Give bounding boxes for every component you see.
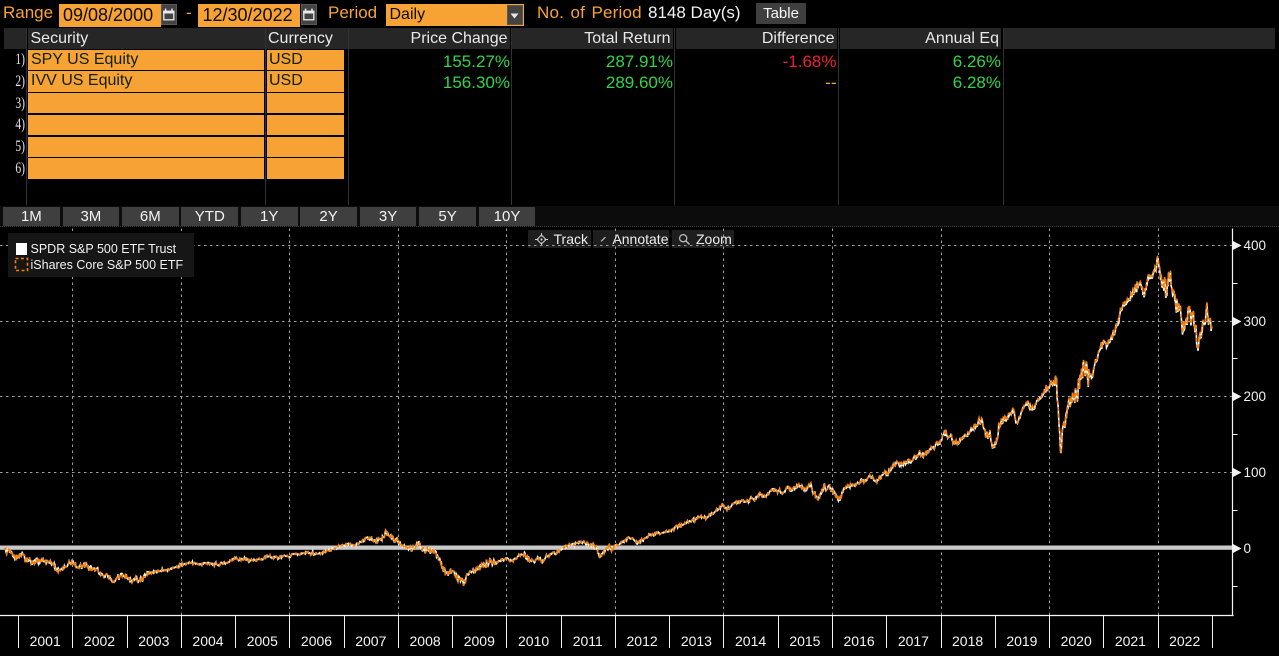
svg-text:2017: 2017 [898, 633, 929, 649]
svg-text:400: 400 [1244, 238, 1267, 253]
svg-text:300: 300 [1244, 314, 1267, 329]
svg-text:2004: 2004 [192, 633, 223, 649]
svg-text:0: 0 [1244, 541, 1252, 556]
svg-text:2011: 2011 [573, 633, 603, 649]
svg-text:2020: 2020 [1061, 633, 1092, 649]
svg-text:2021: 2021 [1115, 633, 1146, 649]
svg-text:2006: 2006 [301, 633, 332, 649]
svg-text:2019: 2019 [1006, 633, 1037, 649]
svg-text:2016: 2016 [844, 633, 875, 649]
svg-text:2008: 2008 [410, 633, 441, 649]
svg-text:2015: 2015 [789, 633, 820, 649]
svg-text:2013: 2013 [681, 633, 712, 649]
svg-text:2001: 2001 [30, 633, 61, 649]
svg-text:2014: 2014 [735, 633, 766, 649]
svg-text:2007: 2007 [355, 633, 386, 649]
svg-text:2009: 2009 [464, 633, 495, 649]
svg-text:2010: 2010 [518, 633, 549, 649]
svg-text:100: 100 [1244, 465, 1267, 480]
svg-text:2002: 2002 [84, 633, 115, 649]
svg-text:2003: 2003 [138, 633, 169, 649]
svg-text:2012: 2012 [627, 633, 658, 649]
svg-text:200: 200 [1244, 389, 1267, 404]
svg-text:2005: 2005 [247, 633, 278, 649]
svg-text:2018: 2018 [952, 633, 983, 649]
svg-text:2022: 2022 [1169, 633, 1200, 649]
